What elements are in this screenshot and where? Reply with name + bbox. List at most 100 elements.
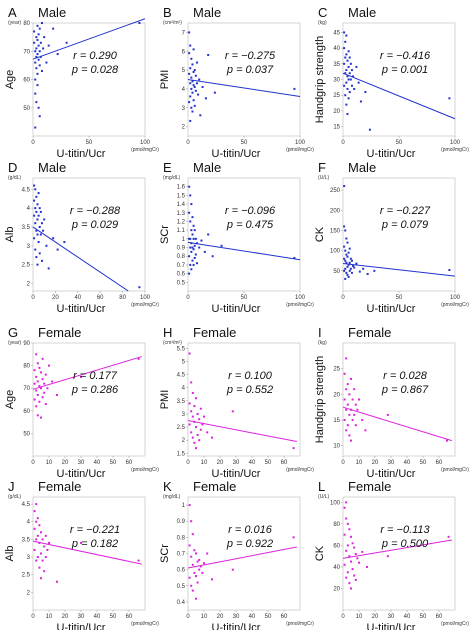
data-point	[34, 92, 37, 95]
data-point	[353, 266, 356, 269]
x-tick-label: 40	[404, 614, 411, 620]
data-point	[56, 53, 59, 56]
data-point	[362, 267, 365, 270]
x-axis-label: U-titin/Ucr	[212, 468, 261, 480]
data-point	[41, 559, 44, 562]
data-point	[195, 426, 197, 429]
data-point	[40, 70, 43, 73]
data-point	[63, 241, 66, 244]
x-tick-label: 0	[31, 460, 35, 466]
x-tick-label: 30	[388, 614, 395, 620]
y-tick-label: 20	[333, 109, 340, 115]
data-point	[196, 412, 199, 415]
data-point	[345, 261, 348, 264]
y-unit: (kg)	[318, 340, 327, 346]
y-tick-label: 3	[27, 555, 31, 561]
trend-line	[187, 420, 297, 443]
panel-letter: C	[318, 5, 327, 20]
y-unit: (mg/dL)	[163, 175, 181, 181]
y-unit: (kg)	[318, 20, 327, 26]
plot-frame	[342, 22, 456, 137]
y-tick-label: 40	[333, 46, 340, 52]
p-value: p = 0.029	[71, 219, 118, 231]
panel-sex-label: Male	[38, 5, 66, 20]
data-point	[193, 244, 196, 247]
data-point	[359, 100, 362, 103]
data-point	[40, 259, 43, 262]
x-tick-label: 0	[31, 295, 35, 301]
y-tick-label: 3	[27, 244, 31, 250]
y-tick-label: 0.9	[177, 519, 186, 525]
x-axis-label: U-titin/Ucr	[367, 622, 416, 630]
data-point	[35, 405, 38, 408]
data-point	[56, 393, 58, 396]
data-point	[37, 241, 40, 244]
data-point	[191, 63, 194, 66]
data-point	[56, 580, 58, 583]
r-value: r = 0.016	[228, 524, 273, 536]
y-tick-label: 1	[182, 503, 186, 509]
data-point	[36, 203, 39, 206]
data-point	[52, 27, 55, 30]
data-point	[41, 357, 44, 360]
data-point	[358, 270, 361, 273]
data-point	[345, 429, 348, 432]
data-point	[356, 557, 359, 560]
x-tick-label: 20	[62, 460, 69, 466]
panel-letter: A	[8, 5, 17, 20]
data-point	[346, 403, 349, 406]
y-tick-label: 6	[182, 49, 186, 55]
data-point	[190, 431, 193, 434]
x-tick-label: 0	[186, 460, 190, 466]
data-point	[343, 62, 346, 65]
data-point	[33, 510, 36, 513]
data-point	[353, 413, 356, 416]
data-point	[350, 271, 353, 274]
x-tick-label: 30	[233, 614, 240, 620]
data-point	[351, 398, 354, 401]
data-point	[44, 556, 47, 559]
data-point	[38, 27, 41, 30]
data-point	[80, 541, 82, 544]
data-point	[34, 61, 37, 64]
y-tick-label: 25	[333, 93, 340, 99]
x-tick-label: 100	[140, 295, 151, 301]
data-point	[37, 44, 40, 47]
data-point	[37, 33, 40, 36]
data-point	[446, 439, 448, 442]
x-unit: (pmol/mgCr)	[286, 621, 314, 627]
data-point	[43, 545, 46, 548]
x-tick-label: 10	[356, 614, 363, 620]
x-axis-label: U-titin/Ucr	[57, 622, 106, 630]
data-point	[43, 382, 46, 385]
data-point	[35, 559, 38, 562]
x-tick-label: 50	[420, 614, 427, 620]
p-value: p = 0.182	[71, 538, 118, 550]
panel-letter: E	[163, 160, 172, 175]
p-value: p = 0.001	[381, 64, 428, 76]
data-point	[34, 207, 37, 210]
x-tick-label: 40	[94, 460, 101, 466]
data-point	[33, 41, 36, 44]
data-point	[356, 408, 359, 411]
panel-letter: B	[163, 5, 172, 20]
x-unit: (pmol/mgCr)	[286, 147, 314, 153]
x-tick-label: 0	[341, 140, 345, 146]
x-tick-label: 60	[436, 614, 443, 620]
y-tick-label: 3.5	[177, 399, 186, 405]
data-point	[346, 87, 349, 90]
data-point	[292, 536, 295, 539]
x-tick-label: 50	[241, 140, 248, 146]
p-value: p = 0.028	[71, 64, 119, 76]
data-point	[198, 568, 201, 571]
y-tick-label: 90	[23, 341, 30, 347]
panel-letter: J	[8, 479, 15, 494]
x-axis-label: U-titin/Ucr	[367, 303, 416, 315]
data-point	[195, 597, 197, 600]
data-point	[195, 262, 198, 265]
data-point	[192, 48, 195, 51]
data-point	[354, 403, 357, 406]
data-point	[43, 218, 46, 221]
